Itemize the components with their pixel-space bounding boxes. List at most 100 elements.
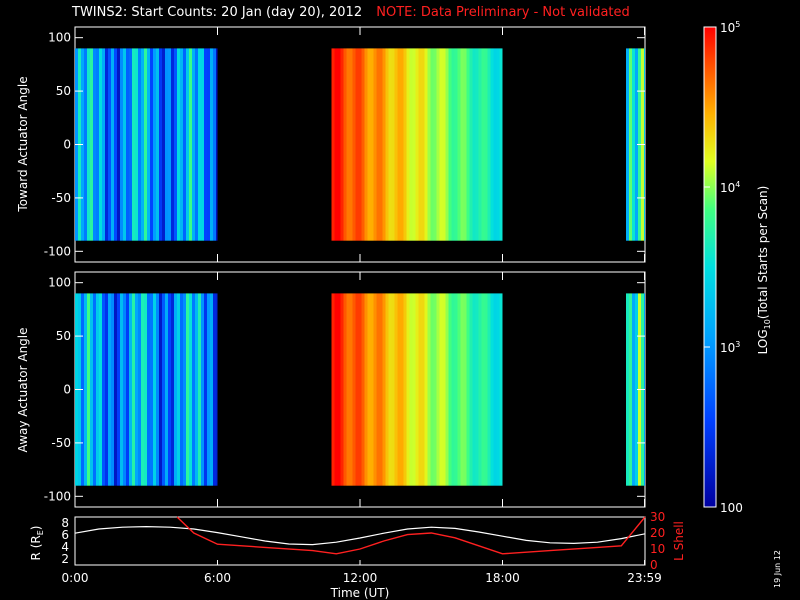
heatmap-column — [150, 293, 153, 486]
heatmap-column — [210, 293, 213, 486]
x-tick-label: 18:00 — [485, 571, 520, 585]
heatmap-column — [409, 48, 413, 241]
heatmap-column — [400, 293, 404, 486]
heatmap-column — [177, 293, 180, 486]
heatmap-column — [183, 293, 186, 486]
heatmap-column — [466, 293, 470, 486]
heatmap-column — [90, 293, 93, 486]
heatmap-column — [487, 48, 491, 241]
heatmap-column — [135, 293, 138, 486]
heatmap-column — [129, 293, 132, 486]
heatmap-column — [213, 48, 216, 241]
heatmap-column — [415, 293, 419, 486]
heatmap-column — [442, 293, 446, 486]
heatmap-column — [418, 48, 422, 241]
heatmap-column — [439, 48, 443, 241]
heatmap-column — [177, 48, 180, 241]
heatmap-column — [352, 48, 356, 241]
heatmap-column — [334, 48, 338, 241]
heatmap-column — [153, 48, 156, 241]
colorbar-tick-label: 103 — [720, 340, 740, 355]
heatmap-column — [162, 48, 165, 241]
colorbar-label: LOG10(Total Starts per Scan) — [756, 186, 772, 355]
heatmap-column — [111, 293, 114, 486]
heatmap-column — [123, 293, 126, 486]
heatmap-column — [210, 48, 213, 241]
heatmap-column — [478, 48, 482, 241]
heatmap-column — [216, 48, 218, 241]
y-tick-label: 0 — [63, 138, 71, 152]
heatmap-column — [466, 48, 470, 241]
heatmap-column — [496, 293, 500, 486]
heatmap-column — [490, 293, 494, 486]
heatmap-column — [201, 48, 204, 241]
heatmap-column — [463, 293, 467, 486]
heatmap-column — [87, 48, 90, 241]
heatmap-column — [207, 48, 210, 241]
heatmap-column — [189, 48, 192, 241]
time-xlabel: Time (UT) — [330, 586, 390, 600]
y-tick-label: -50 — [51, 191, 71, 205]
heatmap-column — [373, 48, 377, 241]
heatmap-column — [469, 48, 473, 241]
r-tick-label: 6 — [61, 528, 69, 542]
heatmap-column — [382, 48, 386, 241]
heatmap-column — [629, 293, 632, 486]
heatmap-column — [195, 48, 198, 241]
heatmap-column — [204, 293, 207, 486]
heatmap-column — [331, 293, 335, 486]
heatmap-column — [186, 293, 189, 486]
heatmap-column — [364, 293, 368, 486]
heatmap-column — [105, 48, 108, 241]
x-tick-label: 12:00 — [343, 571, 378, 585]
heatmap-column — [90, 48, 93, 241]
heatmap-column — [120, 293, 123, 486]
heatmap-column — [391, 293, 395, 486]
heatmap-column — [96, 293, 99, 486]
heatmap-column — [472, 48, 476, 241]
heatmap-column — [207, 293, 210, 486]
heatmap-column — [388, 293, 392, 486]
x-tick-label: 6:00 — [204, 571, 231, 585]
heatmap-column — [481, 48, 485, 241]
heatmap-column — [442, 48, 446, 241]
heatmap-column — [635, 293, 638, 486]
heatmap-column — [370, 293, 374, 486]
heatmap-column — [385, 293, 389, 486]
y-tick-label: 0 — [63, 383, 71, 397]
chart-title: TWINS2: Start Counts: 20 Jan (day 20), 2… — [72, 5, 630, 20]
r-tick-label: 4 — [61, 540, 69, 554]
heatmap-column — [343, 48, 347, 241]
heatmap-column — [174, 48, 177, 241]
heatmap-column — [114, 48, 117, 241]
heatmap-column — [460, 48, 464, 241]
heatmap-column — [331, 48, 335, 241]
date-stamp: 19 Jun 12 — [773, 550, 782, 588]
heatmap-column — [105, 293, 108, 486]
colorbar-tick-label: 100 — [720, 501, 743, 515]
heatmap-column — [340, 293, 344, 486]
heatmap-column — [84, 48, 87, 241]
heatmap-column — [96, 48, 99, 241]
heatmap-column — [478, 293, 482, 486]
heatmap-column — [376, 293, 380, 486]
heatmap-column — [126, 293, 129, 486]
heatmap-column — [457, 293, 461, 486]
heatmap-column — [168, 48, 171, 241]
heatmap-column — [141, 293, 144, 486]
y-tick-label: 50 — [56, 84, 71, 98]
heatmap-column — [424, 293, 428, 486]
heatmap-column — [454, 293, 458, 486]
heatmap-column — [448, 293, 452, 486]
heatmap-column — [147, 48, 150, 241]
heatmap-column — [213, 293, 216, 486]
heatmap-column — [632, 48, 635, 241]
heatmap-column — [400, 48, 404, 241]
heatmap-column — [114, 293, 117, 486]
heatmap-column — [382, 293, 386, 486]
heatmap-column — [132, 293, 135, 486]
heatmap-column — [174, 293, 177, 486]
heatmap-column — [424, 48, 428, 241]
heatmap-column — [626, 48, 629, 241]
lshell-tick-label: 20 — [650, 526, 665, 540]
